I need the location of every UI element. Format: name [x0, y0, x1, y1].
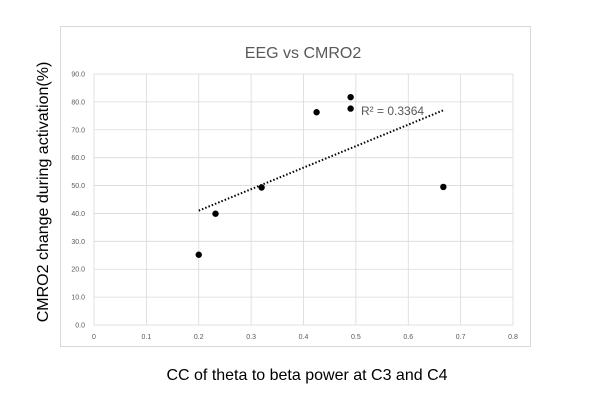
y-tick-labels: 0.0 10.0 20.0 30.0 40.0 50.0 60.0 70.0 80.0 90.0 — [71, 72, 85, 330]
x-axis-label: CC of theta to beta power at C3 and C4 — [166, 367, 447, 384]
data-point — [212, 210, 219, 217]
x-tick-label: 0.8 — [508, 334, 518, 341]
data-point — [347, 105, 354, 112]
chart-title: EEG vs CMRO2 — [245, 45, 362, 62]
data-point — [195, 251, 202, 258]
trendline — [198, 109, 444, 212]
x-tick-label: 0.1 — [142, 334, 152, 341]
gridlines — [93, 73, 514, 326]
y-tick-label: 90.0 — [71, 72, 85, 79]
y-tick-label: 50.0 — [71, 183, 85, 190]
trendline-group — [198, 109, 444, 212]
x-tick-label: 0.2 — [194, 334, 204, 341]
y-tick-label: 60.0 — [71, 155, 85, 162]
data-points — [195, 93, 447, 258]
y-axis-label: CMRO2 change during activation(%) — [35, 62, 52, 323]
y-tick-label: 30.0 — [71, 239, 85, 246]
data-point — [258, 184, 265, 191]
data-point — [440, 183, 447, 191]
x-tick-label: 0.5 — [351, 334, 361, 341]
y-tick-label: 40.0 — [71, 211, 85, 218]
y-tick-label: 10.0 — [71, 295, 85, 302]
y-tick-label: 80.0 — [71, 99, 85, 106]
x-tick-label: 0.6 — [403, 334, 413, 341]
y-tick-label: 0.0 — [75, 323, 85, 330]
y-tick-label: 70.0 — [71, 127, 85, 134]
x-tick-label: 0 — [92, 334, 96, 341]
chart-area — [60, 26, 531, 347]
data-point — [347, 93, 354, 101]
r-squared-label: R² = 0.3364 — [361, 104, 424, 118]
x-tick-label: 0.7 — [456, 334, 466, 341]
y-tick-label: 20.0 — [71, 267, 85, 274]
x-tick-labels: 0 0.1 0.2 0.3 0.4 0.5 0.6 0.7 0.8 — [92, 334, 518, 341]
data-point — [313, 109, 320, 116]
x-tick-label: 0.3 — [246, 334, 256, 341]
x-tick-label: 0.4 — [299, 334, 309, 341]
